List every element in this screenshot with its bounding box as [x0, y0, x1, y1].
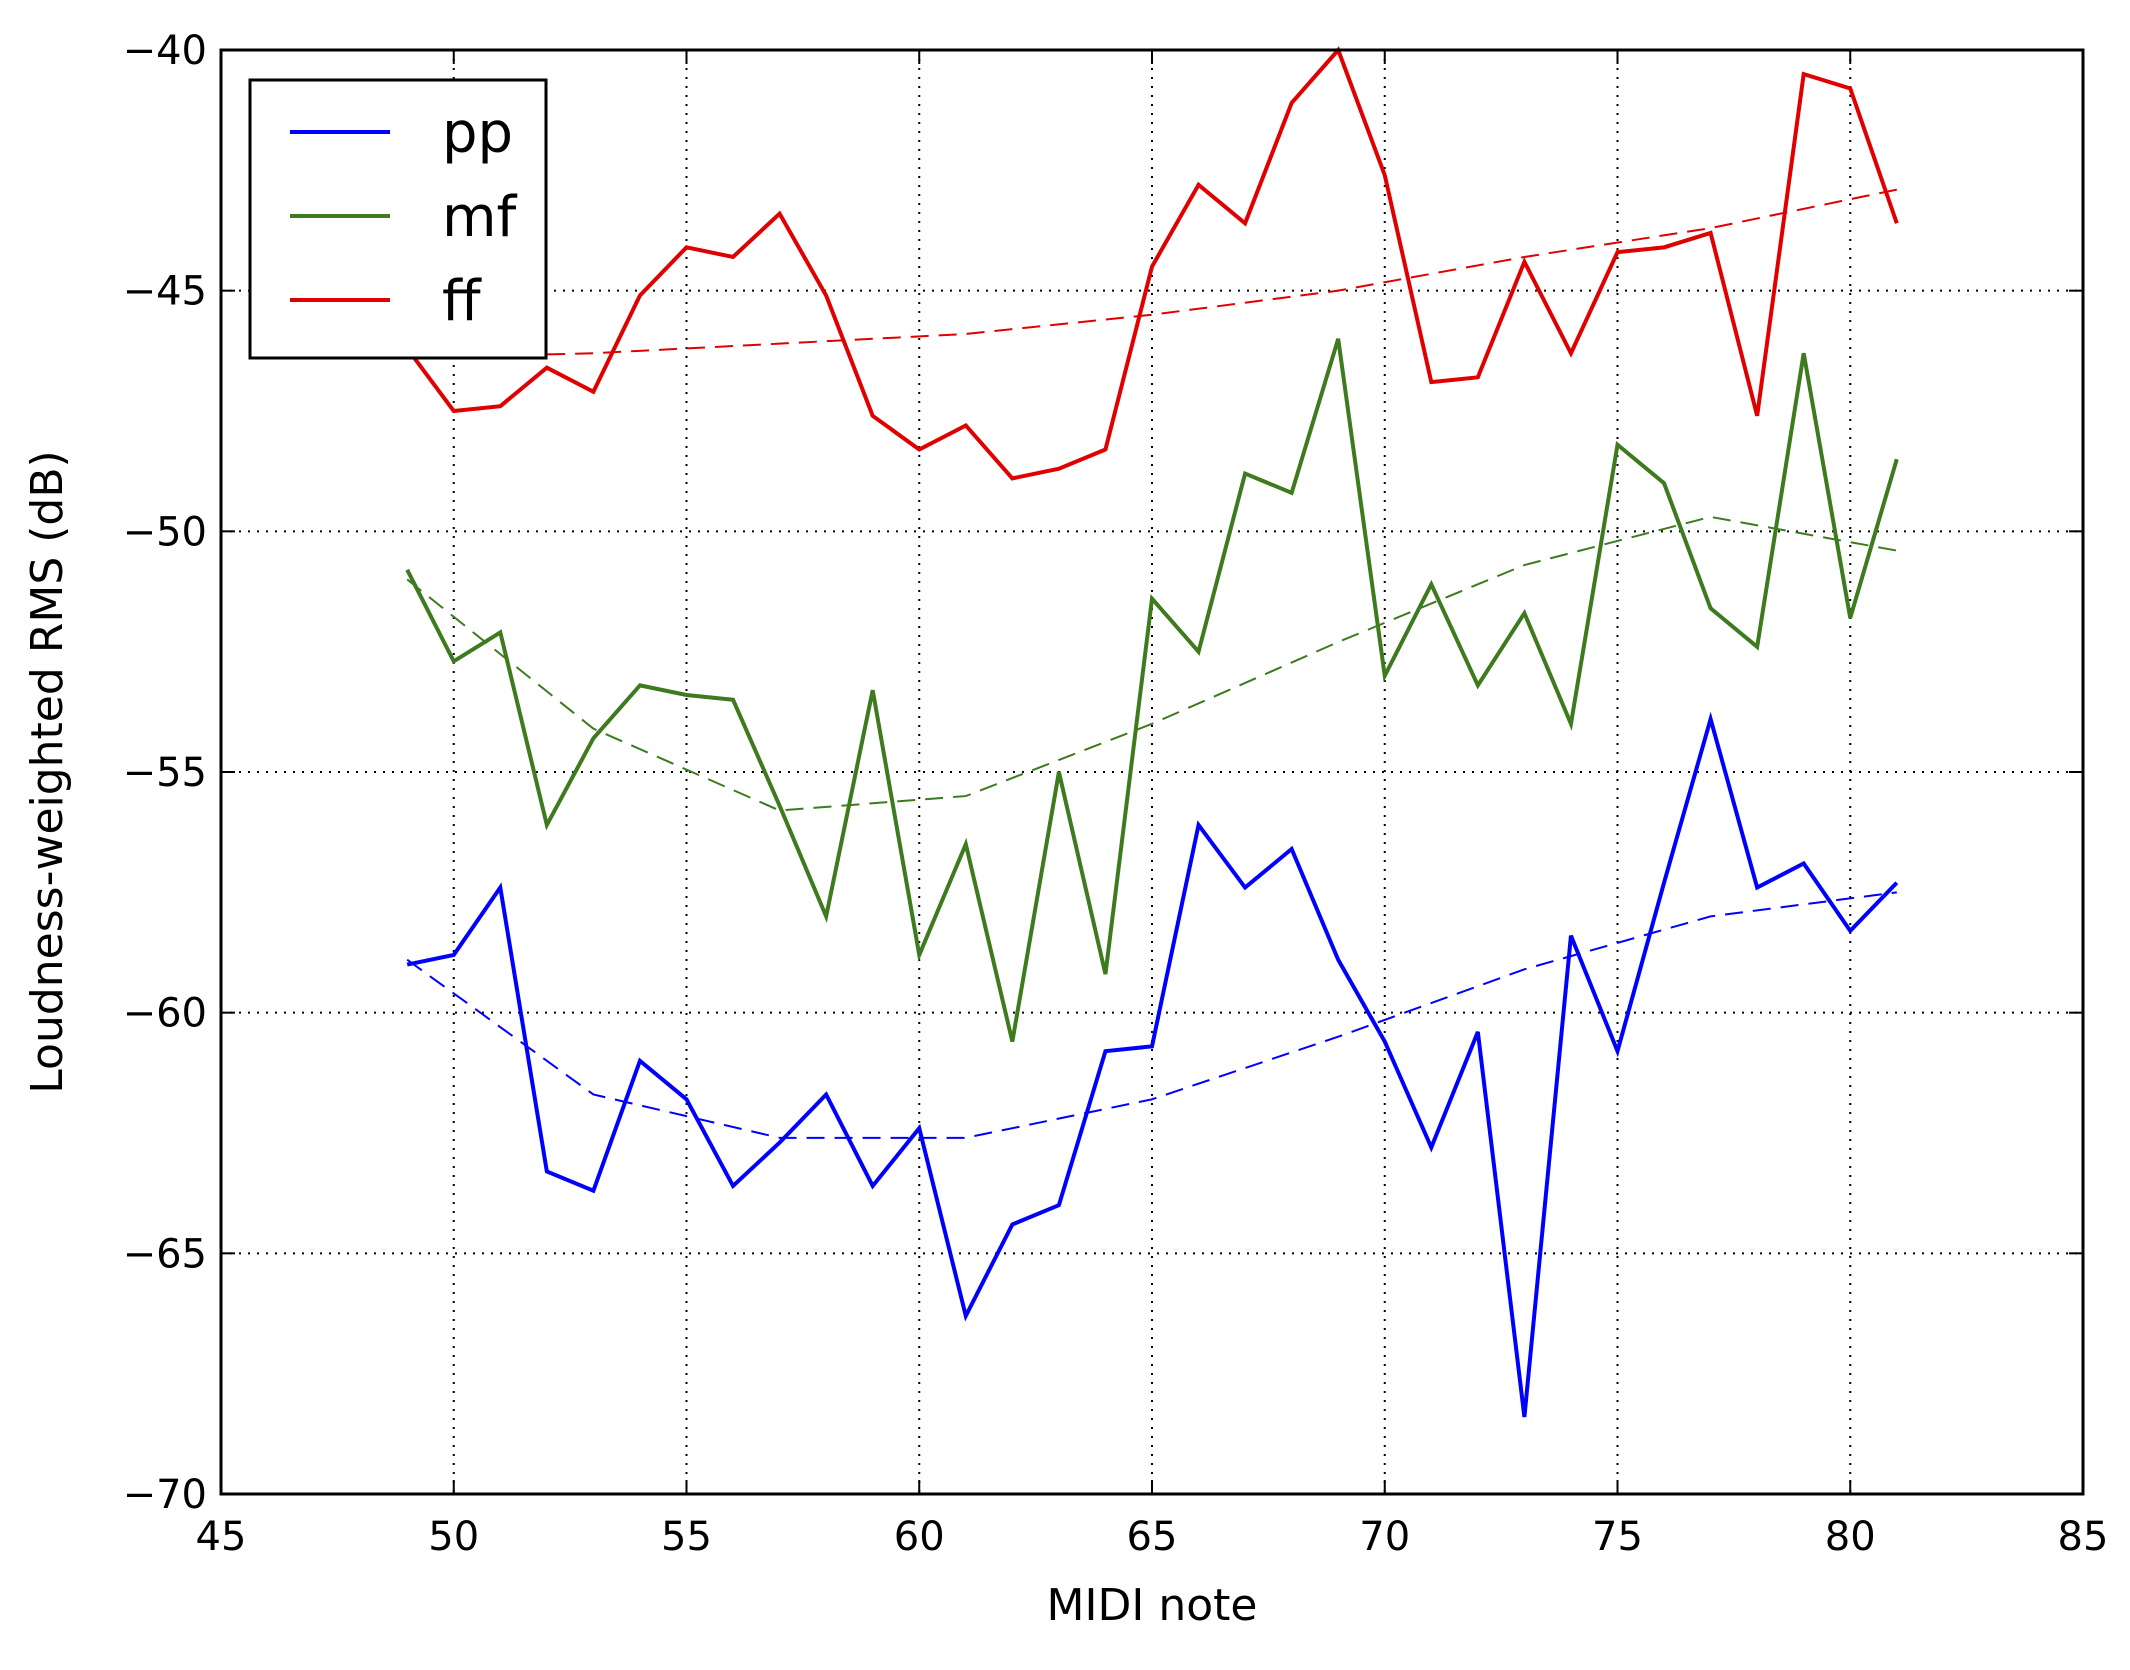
series-line-mf	[405, 338, 1899, 1043]
legend: pp mf ff	[248, 78, 548, 360]
x-tick-label: 70	[1359, 1514, 1410, 1560]
legend-label-pp: pp	[442, 101, 513, 166]
x-tick-label: 60	[894, 1514, 945, 1560]
series-line-pp	[406, 711, 1899, 1418]
y-tick-label: −55	[123, 750, 207, 796]
legend-label-ff: ff	[442, 269, 482, 334]
x-tick-label: 85	[2058, 1514, 2109, 1560]
x-tick-label: 50	[428, 1514, 479, 1560]
series-lines	[405, 46, 1899, 1418]
x-tick-label: 75	[1592, 1514, 1643, 1560]
trend-line-ff	[407, 188, 1898, 360]
legend-label-mf: mf	[442, 185, 518, 250]
legend-box	[248, 78, 548, 360]
x-tick-label: 55	[661, 1514, 712, 1560]
trend-line-mf	[406, 515, 1897, 812]
axis-ticks	[220, 49, 2084, 1495]
series-line-ff	[405, 46, 1899, 481]
y-axis-label: Loudness-weighted RMS (dB)	[22, 450, 73, 1093]
x-tick-label: 45	[196, 1514, 247, 1560]
y-tick-label: −70	[123, 1472, 207, 1518]
y-tick-label: −50	[123, 509, 207, 555]
x-axis-label: MIDI note	[1047, 1580, 1258, 1631]
grid	[221, 50, 2083, 1494]
y-tick-label: −45	[123, 269, 207, 315]
x-tick-label: 80	[1825, 1514, 1876, 1560]
y-tick-label: −65	[123, 1231, 207, 1277]
y-tick-label: −40	[123, 28, 207, 74]
tick-labels: 45 50 55 60 65 70 75 80 85 −40 −45 −50 −55 −60 −65 −70	[123, 28, 2109, 1560]
x-tick-label: 65	[1127, 1514, 1178, 1560]
y-tick-label: −60	[123, 991, 207, 1037]
